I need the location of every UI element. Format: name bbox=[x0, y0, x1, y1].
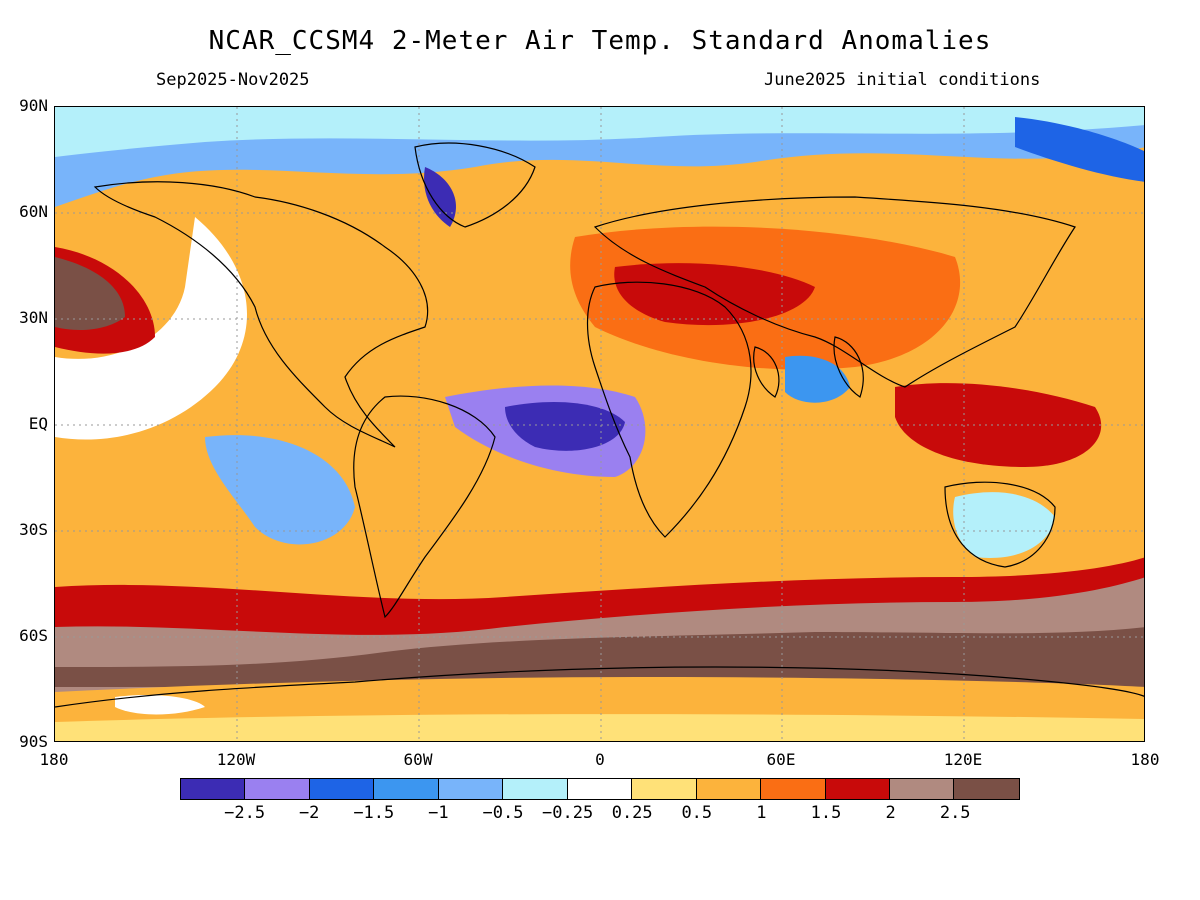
eurasia-outline bbox=[593, 196, 1076, 388]
africa-outline bbox=[586, 281, 752, 538]
north-pacific-extreme bbox=[55, 257, 125, 330]
color-bar-label: −2.5 bbox=[224, 803, 266, 823]
color-bar-swatch bbox=[825, 779, 890, 799]
color-bar-swatch bbox=[245, 779, 310, 799]
antarctica-outline bbox=[55, 666, 1144, 708]
tropical-atlantic-cold bbox=[505, 402, 625, 451]
anomaly-map bbox=[54, 106, 1145, 742]
color-bar-swatch bbox=[696, 779, 762, 799]
southern-ocean-extreme bbox=[55, 627, 1144, 687]
color-bar-swatch bbox=[567, 779, 633, 799]
lat-label-90s: 90S bbox=[19, 732, 48, 751]
greenland-cold bbox=[424, 167, 456, 227]
east-pacific-cool bbox=[205, 435, 355, 545]
australia-cool bbox=[953, 492, 1055, 558]
north-america-outline bbox=[93, 181, 429, 448]
lat-label-30s: 30S bbox=[19, 520, 48, 539]
color-bar-label: −2 bbox=[298, 803, 320, 823]
color-bar-swatch bbox=[438, 779, 504, 799]
lon-label-180w: 180 bbox=[39, 750, 69, 769]
color-bar-label: −0.25 bbox=[542, 803, 594, 823]
forecast-period: Sep2025-Nov2025 bbox=[156, 70, 310, 90]
arabia-outline bbox=[753, 346, 780, 398]
greenland-outline bbox=[414, 142, 536, 228]
anomaly-field bbox=[55, 107, 1144, 741]
color-bar-label: 0.25 bbox=[611, 803, 653, 823]
lat-label-60s: 60S bbox=[19, 626, 48, 645]
map-grid bbox=[55, 107, 1144, 741]
map-title: NCAR_CCSM4 2-Meter Air Temp. Standard An… bbox=[208, 26, 992, 56]
color-bar-swatch bbox=[374, 779, 439, 799]
color-bar-label: 0.5 bbox=[681, 803, 713, 823]
pacific-neutral-region bbox=[55, 217, 248, 440]
lat-label-30n: 30N bbox=[19, 308, 48, 327]
india-outline bbox=[833, 336, 864, 398]
color-bar-swatch bbox=[632, 779, 697, 799]
color-bar-swatch bbox=[503, 779, 568, 799]
coastlines bbox=[55, 142, 1144, 708]
australia-outline bbox=[944, 481, 1056, 568]
lon-label-0: 0 bbox=[595, 750, 605, 769]
lon-label-120e: 120E bbox=[943, 750, 983, 769]
ross-sea-neutral bbox=[115, 695, 205, 715]
color-bar-label: 1.5 bbox=[810, 803, 842, 823]
lon-label-120w: 120W bbox=[216, 750, 256, 769]
siberia-arctic-cold bbox=[1015, 117, 1144, 182]
lon-label-180e: 180 bbox=[1130, 750, 1160, 769]
south-america-outline bbox=[353, 395, 496, 619]
color-bar-label: 1 bbox=[756, 803, 767, 823]
color-bar-label: −1.5 bbox=[353, 803, 395, 823]
color-bar-label: 2.5 bbox=[939, 803, 971, 823]
color-bar-label: −0.5 bbox=[482, 803, 524, 823]
initial-conditions: June2025 initial conditions bbox=[764, 70, 1041, 90]
lat-label-eq: EQ bbox=[28, 414, 48, 433]
color-bar-swatch bbox=[954, 779, 1019, 799]
color-bar-swatch bbox=[761, 779, 826, 799]
color-bar-swatch bbox=[889, 779, 955, 799]
lon-label-60w: 60W bbox=[403, 750, 433, 769]
color-bar-label: 2 bbox=[885, 803, 896, 823]
lat-label-60n: 60N bbox=[19, 202, 48, 221]
lat-label-90n: 90N bbox=[19, 96, 48, 115]
color-bar-swatch bbox=[309, 779, 375, 799]
arctic-cool-region bbox=[55, 107, 1144, 157]
color-bar-label: −1 bbox=[428, 803, 449, 823]
eurasia-very-warm bbox=[614, 263, 815, 326]
color-bar-swatch bbox=[181, 779, 246, 799]
lon-label-60e: 60E bbox=[766, 750, 796, 769]
antarctica-mild bbox=[55, 714, 1144, 741]
indian-ocean-cool bbox=[785, 355, 850, 403]
color-bar bbox=[180, 778, 1020, 800]
